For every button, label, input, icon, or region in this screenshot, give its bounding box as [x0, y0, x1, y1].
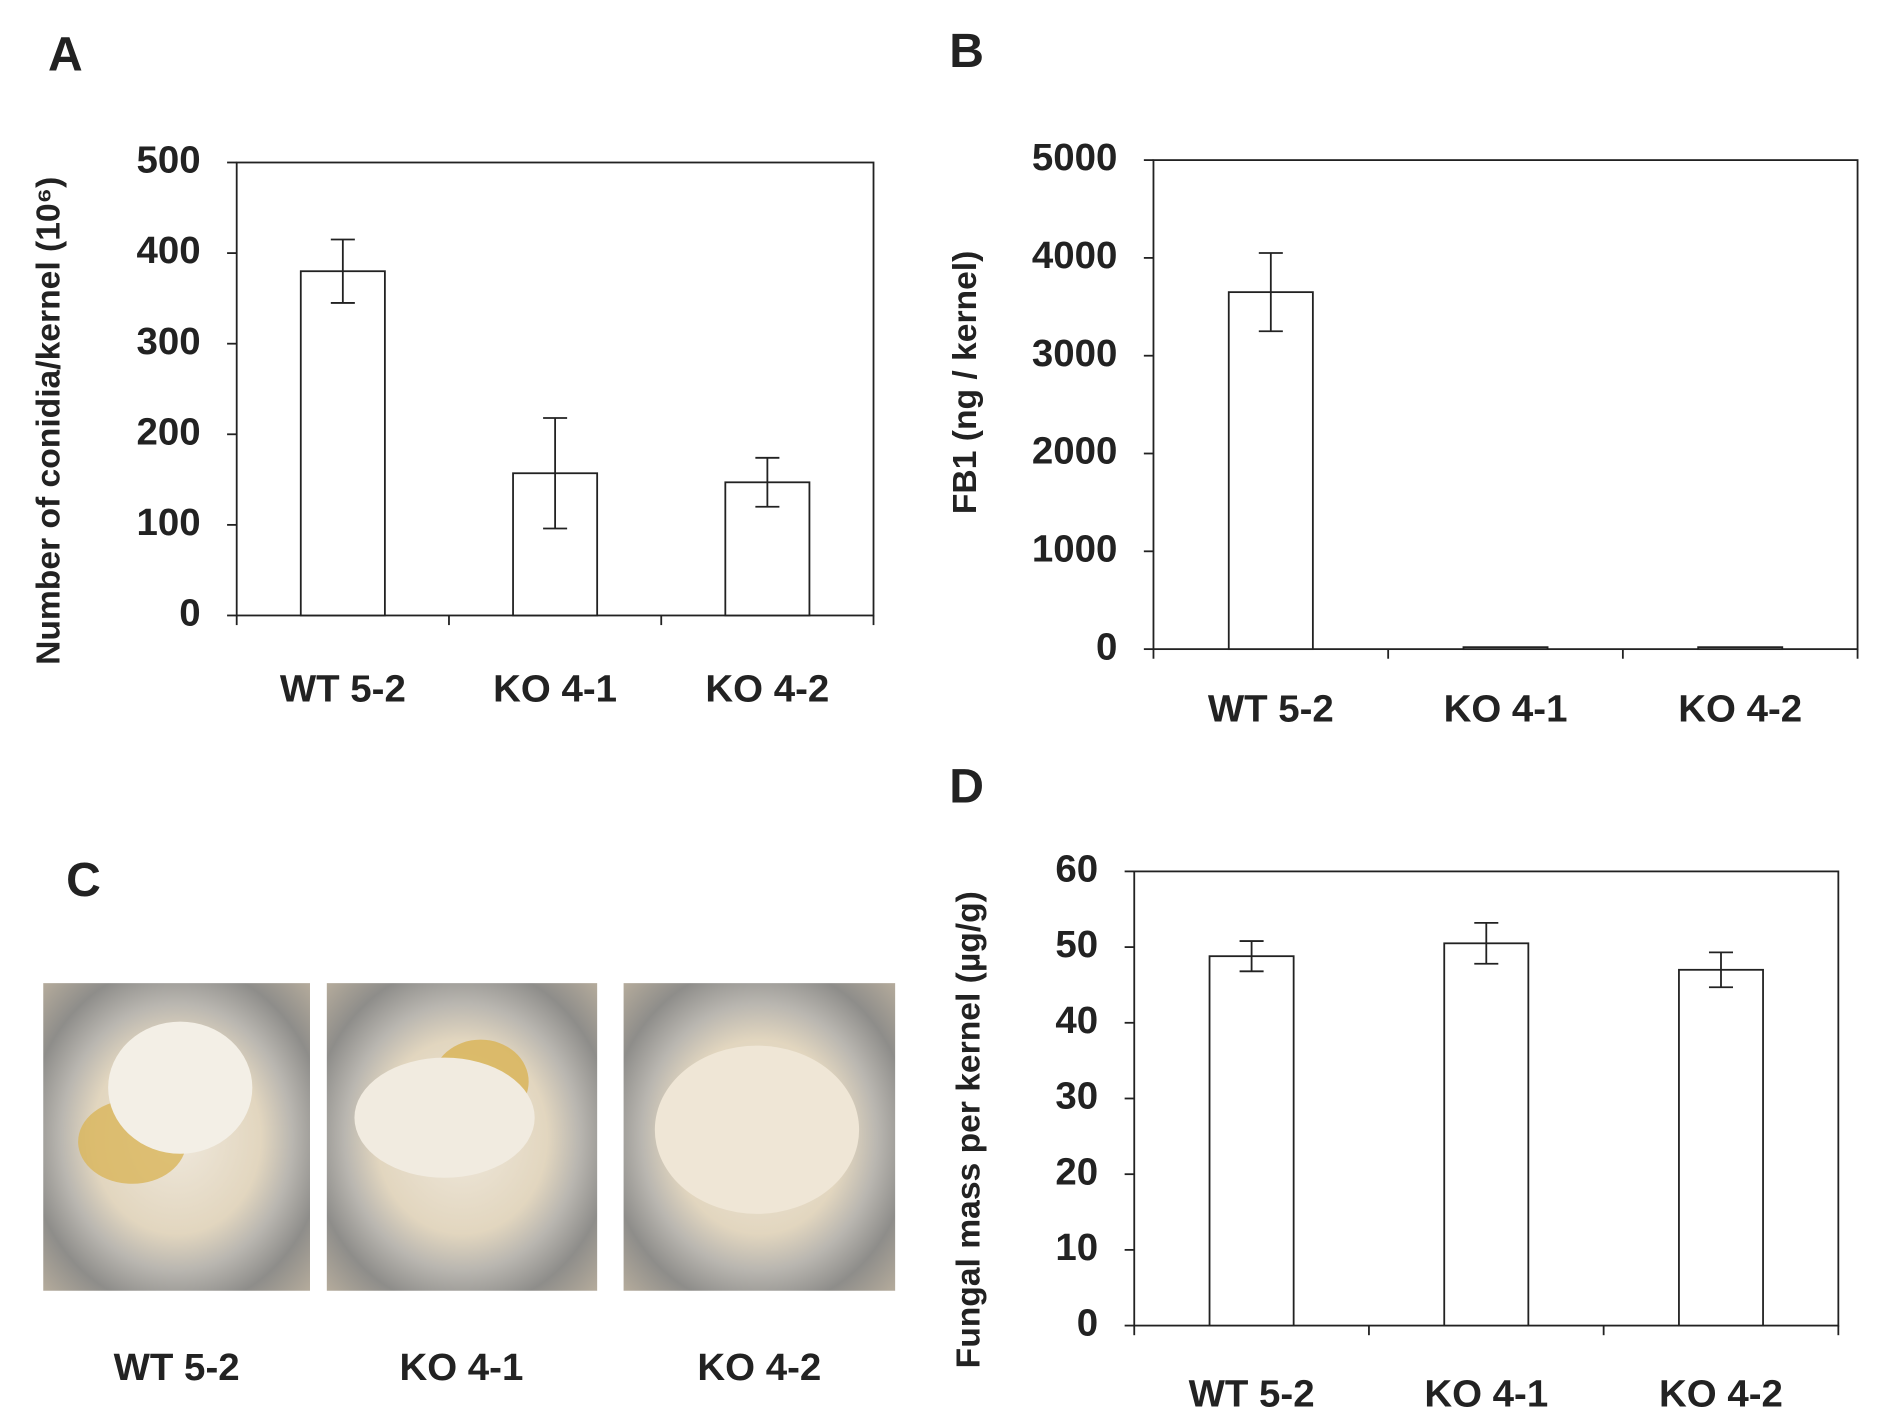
y-tick-label: 40 [1055, 999, 1098, 1042]
mycelium [354, 1057, 535, 1178]
y-axis-label: Number of conidia/kernel (10⁶) [30, 177, 67, 665]
bar [299, 270, 386, 617]
y-tick-label: 20 [1055, 1150, 1098, 1193]
panel-label: C [66, 853, 101, 907]
panel-label: D [949, 759, 984, 813]
y-tick-label: 60 [1055, 848, 1098, 891]
y-tick-label: 0 [1077, 1302, 1098, 1345]
panel-label: A [48, 28, 83, 82]
bar [1462, 646, 1549, 651]
y-tick-label: 0 [179, 592, 200, 635]
y-tick-label: 200 [137, 410, 201, 453]
mycelium [108, 1021, 253, 1154]
x-tick-label: KO 4-1 [493, 667, 617, 710]
y-tick-label: 30 [1055, 1075, 1098, 1118]
photo-caption: KO 4-1 [399, 1346, 523, 1389]
y-axis-label: Fungal mass per kernel (µg/g) [951, 891, 988, 1368]
y-tick-label: 3000 [1032, 332, 1118, 375]
y-tick-label: 100 [137, 501, 201, 544]
mycelium [654, 1045, 860, 1214]
x-tick-label: KO 4-1 [1444, 688, 1568, 731]
x-tick-label: WT 5-2 [1189, 1373, 1315, 1416]
bar [1227, 291, 1314, 651]
bar [1208, 955, 1295, 1327]
y-tick-label: 1000 [1032, 527, 1118, 570]
error-bar [543, 417, 568, 530]
error-bar [1258, 252, 1283, 333]
y-tick-label: 300 [137, 320, 201, 363]
error-bar [1474, 921, 1499, 965]
y-axis-label: FB1 (ng / kernel) [947, 251, 984, 514]
bar [1697, 646, 1784, 651]
y-tick-label: 5000 [1032, 136, 1118, 179]
bar [1443, 942, 1530, 1327]
x-tick-label: KO 4-2 [705, 667, 829, 710]
error-bar [755, 456, 780, 508]
y-tick-label: 500 [137, 139, 201, 182]
y-tick-label: 4000 [1032, 234, 1118, 277]
y-tick-label: 50 [1055, 923, 1098, 966]
error-bar [330, 238, 355, 304]
x-tick-label: KO 4-1 [1424, 1373, 1548, 1416]
y-tick-label: 10 [1055, 1226, 1098, 1269]
x-tick-label: WT 5-2 [1208, 688, 1334, 731]
x-tick-label: WT 5-2 [280, 667, 406, 710]
photo-caption: WT 5-2 [114, 1346, 240, 1389]
y-tick-label: 0 [1096, 625, 1117, 668]
photo-caption: KO 4-2 [697, 1346, 821, 1389]
x-tick-label: KO 4-2 [1678, 688, 1802, 731]
error-bar [1708, 951, 1734, 989]
x-tick-label: KO 4-2 [1659, 1373, 1783, 1416]
y-tick-label: 400 [137, 229, 201, 272]
panel-label: B [949, 24, 984, 78]
y-tick-label: 2000 [1032, 430, 1118, 473]
error-bar [1239, 940, 1264, 973]
photo-panel: C [43, 853, 896, 1291]
bar [1678, 968, 1764, 1327]
